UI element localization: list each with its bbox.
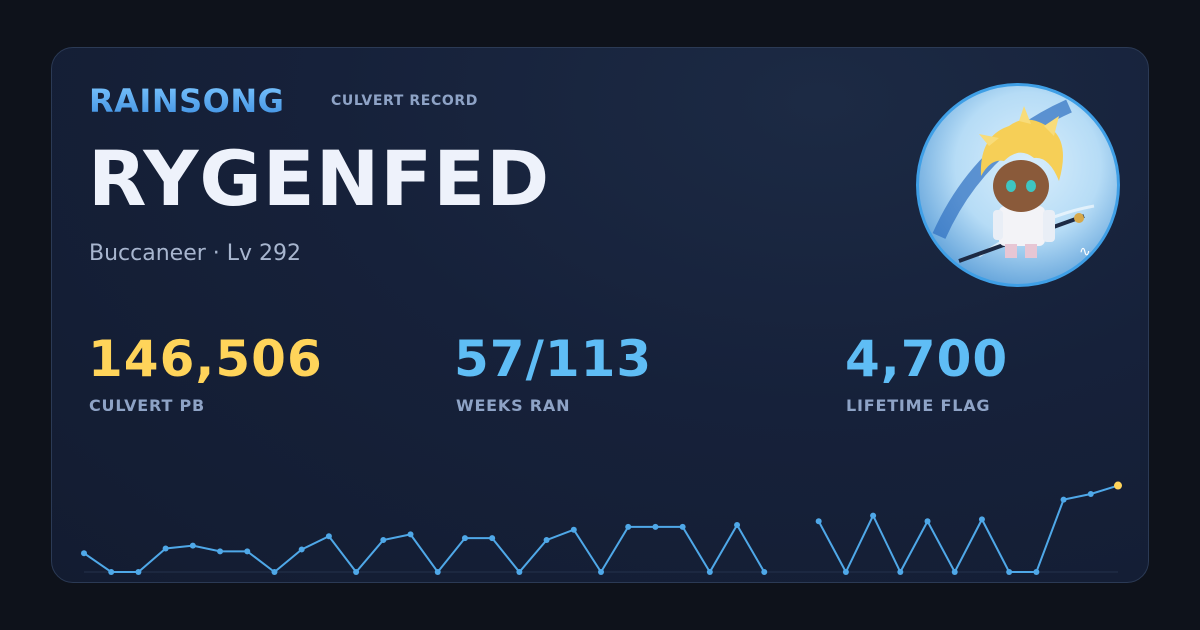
data-point bbox=[108, 569, 115, 575]
svg-text:∿: ∿ bbox=[1079, 244, 1091, 260]
player-class-level: Buccaneer · Lv 292 bbox=[89, 241, 302, 266]
character-avatar-icon: ∿ bbox=[916, 83, 1120, 287]
brand-logo: RAINSONG bbox=[89, 82, 285, 120]
data-point bbox=[407, 531, 414, 538]
data-point bbox=[1006, 569, 1013, 575]
data-point bbox=[706, 569, 713, 575]
data-point bbox=[761, 569, 768, 575]
data-point bbox=[652, 523, 659, 530]
data-point bbox=[271, 569, 278, 575]
data-point bbox=[516, 569, 523, 575]
data-point bbox=[570, 526, 577, 533]
data-point bbox=[489, 535, 496, 542]
series-line bbox=[817, 484, 1119, 575]
data-point bbox=[353, 569, 360, 575]
data-point bbox=[162, 545, 169, 552]
data-point bbox=[598, 569, 604, 575]
data-point bbox=[951, 569, 958, 575]
data-point bbox=[1060, 496, 1067, 503]
data-point bbox=[543, 537, 550, 544]
player-name: RYGENFED bbox=[88, 134, 551, 223]
culvert-record-card: RAINSONG CULVERT RECORD RYGENFED Buccane… bbox=[51, 47, 1149, 583]
data-point bbox=[978, 516, 985, 523]
data-point bbox=[298, 546, 305, 553]
series-line bbox=[83, 523, 766, 574]
data-point bbox=[461, 535, 468, 542]
lifetime-flag-value: 4,700 bbox=[845, 330, 1009, 388]
latest-point bbox=[1114, 481, 1122, 490]
data-point bbox=[625, 523, 632, 530]
data-point bbox=[870, 512, 877, 519]
data-point bbox=[434, 569, 441, 575]
data-point bbox=[679, 523, 686, 530]
weeks-ran-value: 57/113 bbox=[454, 330, 653, 388]
data-point bbox=[897, 569, 904, 575]
data-point bbox=[380, 537, 387, 544]
culvert-pb-label: CULVERT PB bbox=[89, 396, 206, 415]
weeks-ran-label: WEEKS RAN bbox=[456, 396, 571, 415]
data-point bbox=[325, 533, 332, 540]
data-point bbox=[189, 542, 196, 549]
data-point bbox=[815, 518, 822, 525]
data-point bbox=[842, 569, 849, 575]
culvert-pb-value: 146,506 bbox=[88, 330, 323, 388]
data-point bbox=[217, 548, 224, 555]
card-subtitle: CULVERT RECORD bbox=[331, 93, 478, 109]
culvert-history-chart bbox=[81, 481, 1122, 575]
data-point bbox=[244, 548, 251, 555]
lifetime-flag-label: LIFETIME FLAG bbox=[846, 396, 991, 415]
data-point bbox=[135, 569, 142, 575]
data-point bbox=[924, 518, 931, 525]
avatar-art: ∿ bbox=[932, 99, 1095, 263]
data-point bbox=[734, 522, 741, 528]
data-point bbox=[1033, 569, 1040, 575]
data-point bbox=[81, 550, 87, 557]
data-point bbox=[1087, 490, 1094, 497]
